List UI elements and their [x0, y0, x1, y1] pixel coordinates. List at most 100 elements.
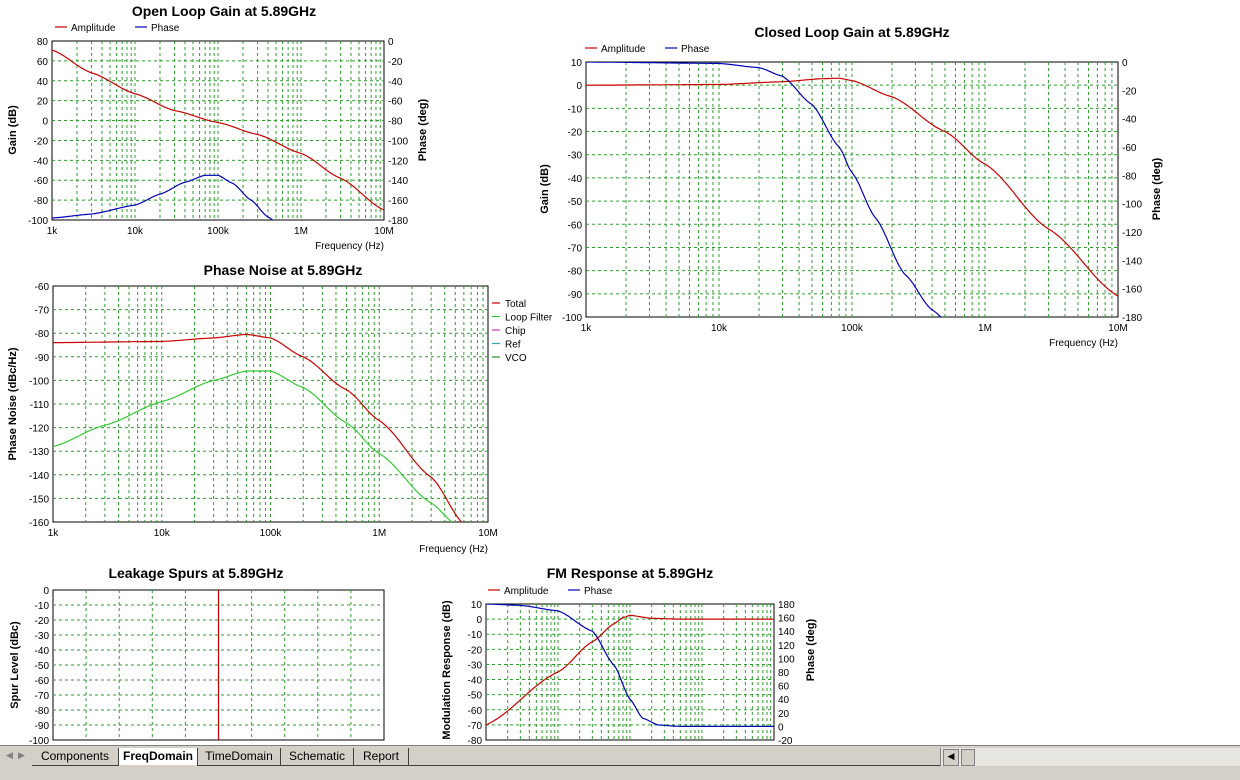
tab-freqdomain[interactable]: FreqDomain [119, 748, 197, 765]
open_loop-xtick-label: 100k [207, 226, 230, 237]
phase_noise-xtick-label: 100k [260, 528, 283, 539]
closed_loop-y2tick-label: 0 [1122, 58, 1128, 69]
closed_loop-series-amplitude [586, 77, 1118, 297]
closed_loop-y2tick-label: -20 [1122, 86, 1137, 97]
fm_response-title: FM Response at 5.89GHz [547, 565, 714, 581]
leakage_spurs-ytick-label: -20 [35, 616, 50, 627]
open_loop-xtick-label: 1M [294, 226, 308, 237]
phase_noise-xlabel: Frequency (Hz) [419, 544, 488, 555]
open_loop-ytick-label: 20 [37, 97, 49, 108]
phase_noise-series-total [53, 333, 463, 522]
phase_noise-legend-label: Chip [505, 326, 526, 337]
phase_noise-ytick-label: -100 [29, 376, 49, 387]
closed_loop-y2tick-label: -160 [1122, 285, 1142, 296]
fm_response-y2tick-label: 140 [778, 627, 795, 638]
closed_loop-y2tick-label: -80 [1122, 171, 1137, 182]
phase_noise-xtick-label: 10k [154, 528, 171, 539]
fm_response-y2tick-label: 160 [778, 614, 795, 625]
phase_noise-legend-label: Loop Filter [505, 313, 553, 324]
tab-report[interactable]: Report [354, 748, 408, 766]
fm_response-y2tick-label: 0 [778, 722, 784, 733]
phase_noise-ytick-label: -110 [30, 400, 50, 411]
phase_noise-ytick-label: -80 [35, 329, 50, 340]
phase_noise-legend-label: VCO [505, 353, 527, 364]
fm_response-ylabel: Modulation Response (dB) [441, 600, 453, 740]
fm_response-ytick-label: -20 [468, 645, 483, 656]
phase_noise-ytick-label: -160 [29, 518, 49, 529]
fm_response-ytick-label: -60 [468, 706, 483, 717]
open_loop-y2label: Phase (deg) [417, 98, 429, 161]
closed_loop-ytick-label: 0 [576, 81, 582, 92]
fm_response-y2tick-label: 20 [778, 709, 790, 720]
open_loop-ytick-label: 80 [37, 37, 49, 48]
closed_loop-y2tick-label: -180 [1122, 313, 1142, 324]
scroll-left-icon[interactable]: ◀ [943, 749, 959, 766]
closed_loop-ytick-label: -80 [568, 267, 583, 278]
phase_noise-xtick-label: 10M [478, 528, 497, 539]
sheet-tab-bar: ◀ ▶ Components FreqDomain TimeDomain Sch… [0, 745, 1240, 780]
closed_loop-y2tick-label: -60 [1122, 143, 1137, 154]
closed_loop-ylabel: Gain (dB) [539, 164, 551, 214]
open_loop-ylabel: Gain (dB) [7, 105, 19, 155]
closed_loop-ytick-label: -70 [568, 243, 583, 254]
leakage_spurs-ytick-label: -60 [35, 676, 50, 687]
closed_loop-title: Closed Loop Gain at 5.89GHz [754, 24, 949, 40]
closed_loop-ytick-label: -20 [568, 128, 583, 139]
phase_noise-ytick-label: -70 [35, 306, 50, 317]
open_loop-xtick-label: 1k [47, 226, 59, 237]
phase_noise-ytick-label: -150 [29, 494, 49, 505]
closed_loop-legend-label: Amplitude [601, 44, 646, 55]
closed_loop-legend-label: Phase [681, 44, 710, 55]
fm_response-ytick-label: -50 [468, 691, 483, 702]
phase_noise-title: Phase Noise at 5.89GHz [204, 262, 363, 278]
open_loop-legend-label: Amplitude [71, 23, 116, 34]
closed_loop-xlabel: Frequency (Hz) [1049, 338, 1118, 349]
closed_loop-ytick-label: -90 [568, 290, 583, 301]
leakage_spurs-ytick-label: -80 [35, 706, 50, 717]
fm_response-y2tick-label: 120 [778, 641, 795, 652]
closed_loop-xtick-label: 1M [978, 323, 992, 334]
tab-components[interactable]: Components [32, 748, 118, 766]
tab-scroll-right-icon[interactable]: ▶ [18, 751, 25, 761]
phase_noise-series-loop-filter [53, 370, 453, 522]
phase_noise-ytick-label: -140 [29, 471, 49, 482]
tab-timedomain[interactable]: TimeDomain [198, 748, 280, 766]
tab-schematic[interactable]: Schematic [281, 748, 353, 766]
open_loop-ytick-label: -60 [34, 176, 49, 187]
open_loop-ytick-label: -100 [28, 216, 48, 227]
leakage_spurs-ylabel: Spur Level (dBc) [9, 621, 21, 709]
fm_response-y2tick-label: 180 [778, 600, 795, 611]
horizontal-scrollbar[interactable]: ◀ [940, 748, 1240, 766]
closed_loop-xtick-label: 10M [1108, 323, 1127, 334]
fm_response-ytick-label: -80 [468, 736, 483, 745]
phase_noise-ytick-label: -60 [35, 282, 50, 293]
open_loop-title: Open Loop Gain at 5.89GHz [132, 3, 316, 19]
closed_loop-y2tick-label: -100 [1122, 200, 1142, 211]
leakage_spurs-ytick-label: -10 [35, 601, 50, 612]
fm_response-series-amplitude [486, 614, 774, 726]
leakage_spurs-ytick-label: -40 [35, 646, 50, 657]
fm_response-y2tick-label: 40 [778, 695, 790, 706]
leakage_spurs-ytick-label: 0 [43, 586, 49, 597]
closed_loop-ytick-label: -40 [568, 174, 583, 185]
open_loop-xtick-label: 10k [127, 226, 144, 237]
phase_noise-ytick-label: -130 [29, 447, 49, 458]
open_loop-y2tick-label: -160 [388, 196, 408, 207]
closed_loop-xtick-label: 1k [581, 323, 593, 334]
open_loop-ytick-label: 60 [37, 57, 49, 68]
leakage_spurs-ytick-label: -50 [35, 661, 50, 672]
closed_loop-y2tick-label: -40 [1122, 115, 1137, 126]
closed_loop-y2tick-label: -140 [1122, 256, 1142, 267]
scroll-thumb[interactable] [961, 749, 975, 766]
closed_loop-ytick-label: 10 [571, 58, 583, 69]
fm_response-legend-label: Amplitude [504, 586, 549, 597]
fm_response-ytick-label: -30 [468, 660, 483, 671]
tab-scroll-left-icon[interactable]: ◀ [6, 751, 13, 761]
leakage_spurs-ytick-label: -70 [35, 691, 50, 702]
fm_response-ytick-label: 10 [471, 600, 483, 611]
closed_loop-y2label: Phase (deg) [1151, 157, 1163, 220]
open_loop-xlabel: Frequency (Hz) [315, 241, 384, 252]
fm_response-y2tick-label: 60 [778, 682, 790, 693]
phase_noise-legend-label: Total [505, 299, 526, 310]
closed_loop-ytick-label: -100 [562, 313, 582, 324]
